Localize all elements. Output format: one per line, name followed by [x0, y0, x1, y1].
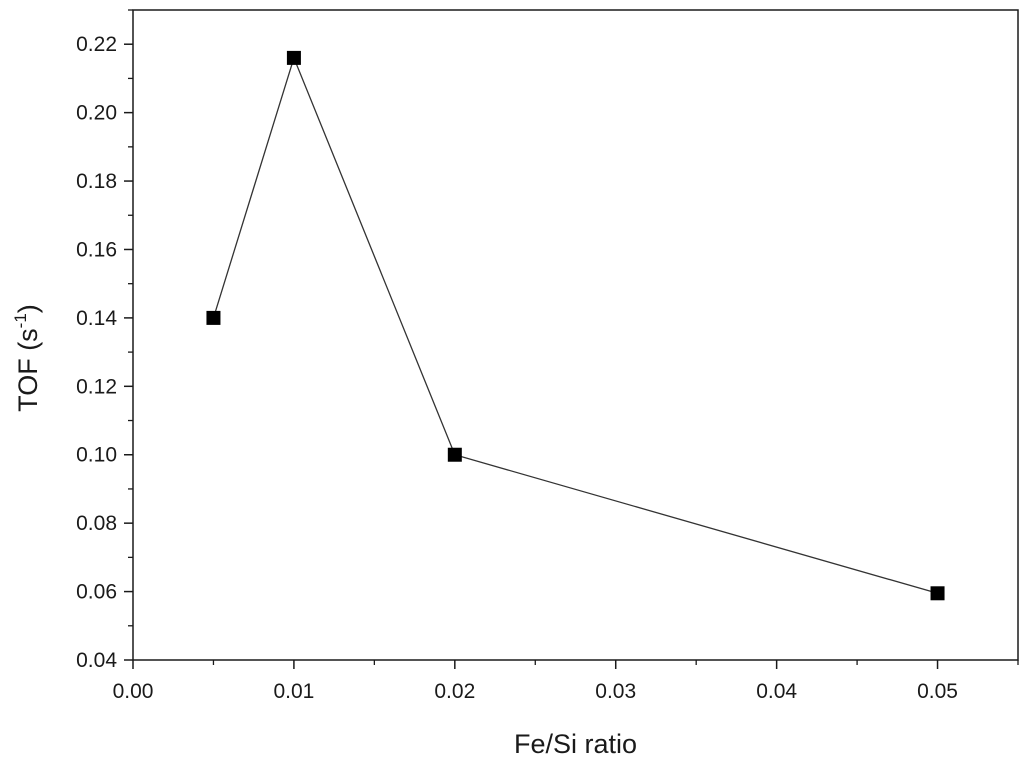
y-tick-label: 0.14: [76, 307, 117, 330]
y-tick-label: 0.04: [76, 649, 117, 672]
y-axis: 0.04 0.06 0.08 0.10 0.12 0.14 0.16 0.18 0.20 0.22: [76, 9, 133, 672]
y-axis-title: TOF (s-1): [11, 304, 43, 412]
y-tick-label: 0.22: [76, 33, 117, 56]
y-tick-label: 0.08: [76, 512, 117, 535]
y-tick-label: 0.18: [76, 170, 117, 193]
x-axis: 0.00 0.01 0.02 0.03 0.04 0.05: [113, 660, 1019, 703]
plot-border: [132, 9, 1019, 661]
data-point-marker: [930, 586, 945, 601]
data-point-marker: [447, 447, 462, 462]
y-axis-title-superscript: -1: [11, 313, 30, 328]
y-axis-title-main: TOF (s: [13, 328, 43, 412]
series-line: [212, 55, 938, 594]
x-tick-label: 0.01: [273, 680, 314, 703]
x-axis-title: Fe/Si ratio: [514, 729, 637, 759]
y-tick-label: 0.12: [76, 375, 117, 398]
x-tick-label: 0.04: [756, 680, 797, 703]
y-tick-label: 0.20: [76, 102, 117, 125]
x-tick-label: 0.03: [595, 680, 636, 703]
data-point-marker: [286, 50, 301, 65]
y-axis-title-close: ): [13, 304, 43, 313]
y-tick-label: 0.10: [76, 444, 117, 467]
x-tick-label: 0.02: [434, 680, 475, 703]
x-tick-label: 0.00: [113, 680, 154, 703]
plot-frame: [132, 9, 1019, 661]
y-tick-label: 0.16: [76, 238, 117, 261]
series-layer: [206, 50, 945, 601]
x-tick-label: 0.05: [917, 680, 958, 703]
y-tick-label: 0.06: [76, 581, 117, 604]
data-point-marker: [206, 310, 221, 325]
